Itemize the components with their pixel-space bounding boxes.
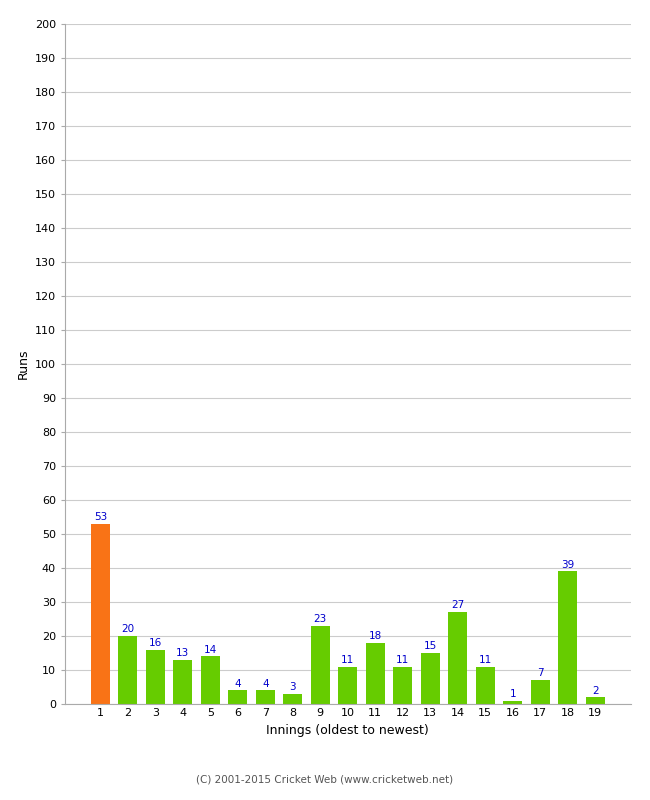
Bar [365,643,385,704]
Text: 4: 4 [235,678,241,689]
Bar [91,524,110,704]
Bar [228,690,248,704]
Text: 2: 2 [592,686,599,695]
Text: 18: 18 [369,631,382,641]
Bar [421,653,440,704]
Text: 3: 3 [289,682,296,692]
Bar [338,666,358,704]
Bar [558,571,577,704]
Text: 7: 7 [537,669,543,678]
Text: 15: 15 [424,642,437,651]
Bar [448,612,467,704]
Text: 27: 27 [451,601,464,610]
Y-axis label: Runs: Runs [16,349,29,379]
Text: 11: 11 [341,655,354,665]
Bar [476,666,495,704]
Bar [255,690,275,704]
Text: 23: 23 [314,614,327,624]
Bar [503,701,523,704]
Text: 39: 39 [561,560,575,570]
Text: 11: 11 [396,655,410,665]
Text: 1: 1 [510,689,516,699]
Bar [283,694,302,704]
Bar [201,656,220,704]
Text: 13: 13 [176,648,189,658]
Text: (C) 2001-2015 Cricket Web (www.cricketweb.net): (C) 2001-2015 Cricket Web (www.cricketwe… [196,774,454,784]
Bar [530,680,550,704]
Bar [173,660,192,704]
Bar [146,650,165,704]
Text: 11: 11 [478,655,492,665]
Bar [118,636,137,704]
Text: 20: 20 [122,624,135,634]
Bar [393,666,412,704]
Bar [311,626,330,704]
Bar [586,697,604,704]
X-axis label: Innings (oldest to newest): Innings (oldest to newest) [266,724,429,737]
Text: 14: 14 [203,645,217,654]
Text: 16: 16 [149,638,162,648]
Text: 4: 4 [262,678,268,689]
Text: 53: 53 [94,512,107,522]
